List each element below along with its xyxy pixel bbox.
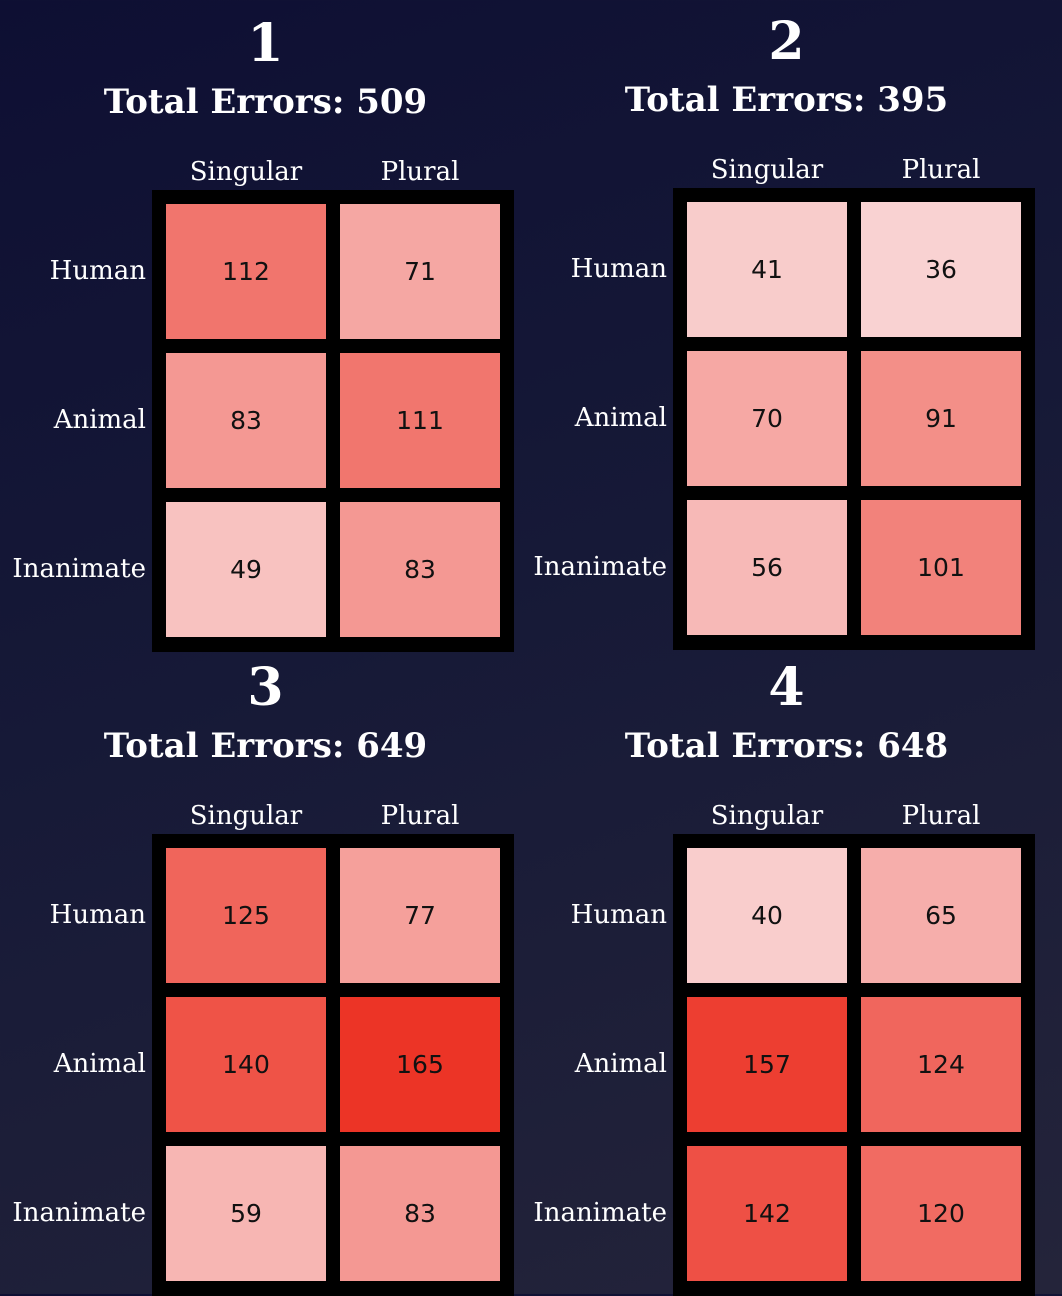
row-label-human: Human <box>49 256 146 286</box>
column-label-singular: Singular <box>710 801 824 831</box>
cell-value: 83 <box>404 555 436 584</box>
panel-number: 2 <box>768 11 805 72</box>
cell-value: 157 <box>743 1050 791 1079</box>
heatmap-cell-animal-singular: 157 <box>687 997 847 1132</box>
cell-value: 101 <box>917 553 965 582</box>
cell-value: 77 <box>404 901 436 930</box>
heatmap-grid: 112 71 83 111 49 83 <box>152 190 514 652</box>
cell-value: 65 <box>925 901 957 930</box>
cell-value: 49 <box>230 555 262 584</box>
heatmap-cell-human-plural: 36 <box>861 202 1021 337</box>
column-label-singular: Singular <box>710 155 824 185</box>
panel-title: Total Errors: 649 <box>103 726 428 766</box>
row-label-inanimate: Inanimate <box>533 552 667 582</box>
cell-value: 40 <box>751 901 783 930</box>
cell-value: 36 <box>925 255 957 284</box>
heatmap-cell-inanimate-plural: 83 <box>340 502 500 637</box>
heatmap-panel-3: 3 Total Errors: 649 125 77 140 165 59 83 Sing… <box>0 644 531 1296</box>
panel-number: 4 <box>768 657 805 718</box>
row-label-animal: Animal <box>53 1049 146 1079</box>
cell-value: 70 <box>751 404 783 433</box>
cell-value: 41 <box>751 255 783 284</box>
cell-value: 112 <box>222 257 270 286</box>
heatmap-panel-2: 2 Total Errors: 395 41 36 70 91 56 101 Singul… <box>521 0 1052 650</box>
panel-title: Total Errors: 395 <box>624 80 949 120</box>
heatmap-cell-inanimate-plural: 120 <box>861 1146 1021 1281</box>
cell-value: 56 <box>751 553 783 582</box>
cell-value: 83 <box>404 1199 436 1228</box>
heatmap-grid: 41 36 70 91 56 101 <box>673 188 1035 650</box>
heatmap-cell-human-plural: 77 <box>340 848 500 983</box>
heatmap-cell-human-plural: 71 <box>340 204 500 339</box>
row-label-human: Human <box>570 254 667 284</box>
heatmap-cell-inanimate-singular: 142 <box>687 1146 847 1281</box>
heatmap-cell-inanimate-singular: 56 <box>687 500 847 635</box>
cell-value: 125 <box>222 901 270 930</box>
cell-value: 142 <box>743 1199 791 1228</box>
heatmap-panel-1: 1 Total Errors: 509 112 71 83 111 49 83 Singu… <box>0 0 531 652</box>
column-label-plural: Plural <box>901 155 981 185</box>
row-label-human: Human <box>49 900 146 930</box>
column-label-singular: Singular <box>189 801 303 831</box>
column-label-plural: Plural <box>380 801 460 831</box>
panel-title: Total Errors: 648 <box>624 726 949 766</box>
cell-value: 140 <box>222 1050 270 1079</box>
heatmap-grid: 40 65 157 124 142 120 <box>673 834 1035 1296</box>
heatmap-cell-human-plural: 65 <box>861 848 1021 983</box>
cell-value: 120 <box>917 1199 965 1228</box>
heatmap-cell-human-singular: 125 <box>166 848 326 983</box>
heatmap-cell-animal-singular: 70 <box>687 351 847 486</box>
heatmap-panel-4: 4 Total Errors: 648 40 65 157 124 142 120 Sin… <box>521 644 1052 1296</box>
heatmap-cell-human-singular: 40 <box>687 848 847 983</box>
row-label-human: Human <box>570 900 667 930</box>
cell-value: 124 <box>917 1050 965 1079</box>
heatmap-cell-animal-singular: 140 <box>166 997 326 1132</box>
heatmap-cell-animal-plural: 124 <box>861 997 1021 1132</box>
cell-value: 165 <box>396 1050 444 1079</box>
cell-value: 59 <box>230 1199 262 1228</box>
heatmap-cell-animal-plural: 165 <box>340 997 500 1132</box>
column-label-plural: Plural <box>380 157 460 187</box>
row-label-animal: Animal <box>574 403 667 433</box>
row-label-inanimate: Inanimate <box>12 1198 146 1228</box>
row-label-inanimate: Inanimate <box>533 1198 667 1228</box>
cell-value: 71 <box>404 257 436 286</box>
heatmap-cell-inanimate-singular: 59 <box>166 1146 326 1281</box>
column-label-singular: Singular <box>189 157 303 187</box>
cell-value: 83 <box>230 406 262 435</box>
heatmap-cell-human-singular: 112 <box>166 204 326 339</box>
heatmap-cell-inanimate-singular: 49 <box>166 502 326 637</box>
heatmap-grid: 125 77 140 165 59 83 <box>152 834 514 1296</box>
heatmap-cell-human-singular: 41 <box>687 202 847 337</box>
column-label-plural: Plural <box>901 801 981 831</box>
row-label-animal: Animal <box>53 405 146 435</box>
row-label-animal: Animal <box>574 1049 667 1079</box>
cell-value: 91 <box>925 404 957 433</box>
row-label-inanimate: Inanimate <box>12 554 146 584</box>
panel-title: Total Errors: 509 <box>103 82 428 122</box>
heatmap-cell-inanimate-plural: 83 <box>340 1146 500 1281</box>
panel-number: 3 <box>247 657 284 718</box>
cell-value: 111 <box>396 406 444 435</box>
heatmap-cell-animal-plural: 91 <box>861 351 1021 486</box>
panel-number: 1 <box>247 13 284 74</box>
heatmap-cell-animal-plural: 111 <box>340 353 500 488</box>
heatmap-cell-animal-singular: 83 <box>166 353 326 488</box>
heatmap-cell-inanimate-plural: 101 <box>861 500 1021 635</box>
